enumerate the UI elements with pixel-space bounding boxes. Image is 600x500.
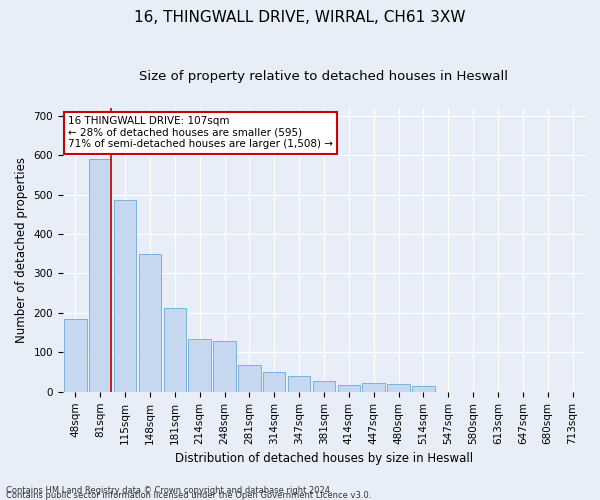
Bar: [288, 376, 310, 392]
Bar: [114, 200, 136, 392]
Bar: [263, 372, 286, 392]
Bar: [139, 254, 161, 392]
Bar: [214, 340, 236, 392]
Bar: [412, 386, 434, 392]
Text: 16 THINGWALL DRIVE: 107sqm
← 28% of detached houses are smaller (595)
71% of sem: 16 THINGWALL DRIVE: 107sqm ← 28% of deta…: [68, 116, 333, 150]
Bar: [338, 384, 360, 392]
Text: 16, THINGWALL DRIVE, WIRRAL, CH61 3XW: 16, THINGWALL DRIVE, WIRRAL, CH61 3XW: [134, 10, 466, 25]
Text: Contains HM Land Registry data © Crown copyright and database right 2024.: Contains HM Land Registry data © Crown c…: [6, 486, 332, 495]
Bar: [164, 308, 186, 392]
Y-axis label: Number of detached properties: Number of detached properties: [15, 157, 28, 343]
Text: Contains public sector information licensed under the Open Government Licence v3: Contains public sector information licen…: [6, 491, 371, 500]
Bar: [388, 384, 410, 392]
Bar: [64, 319, 86, 392]
X-axis label: Distribution of detached houses by size in Heswall: Distribution of detached houses by size …: [175, 452, 473, 465]
Bar: [313, 381, 335, 392]
Bar: [362, 383, 385, 392]
Title: Size of property relative to detached houses in Heswall: Size of property relative to detached ho…: [139, 70, 508, 83]
Bar: [238, 365, 260, 392]
Bar: [89, 159, 112, 392]
Bar: [188, 338, 211, 392]
